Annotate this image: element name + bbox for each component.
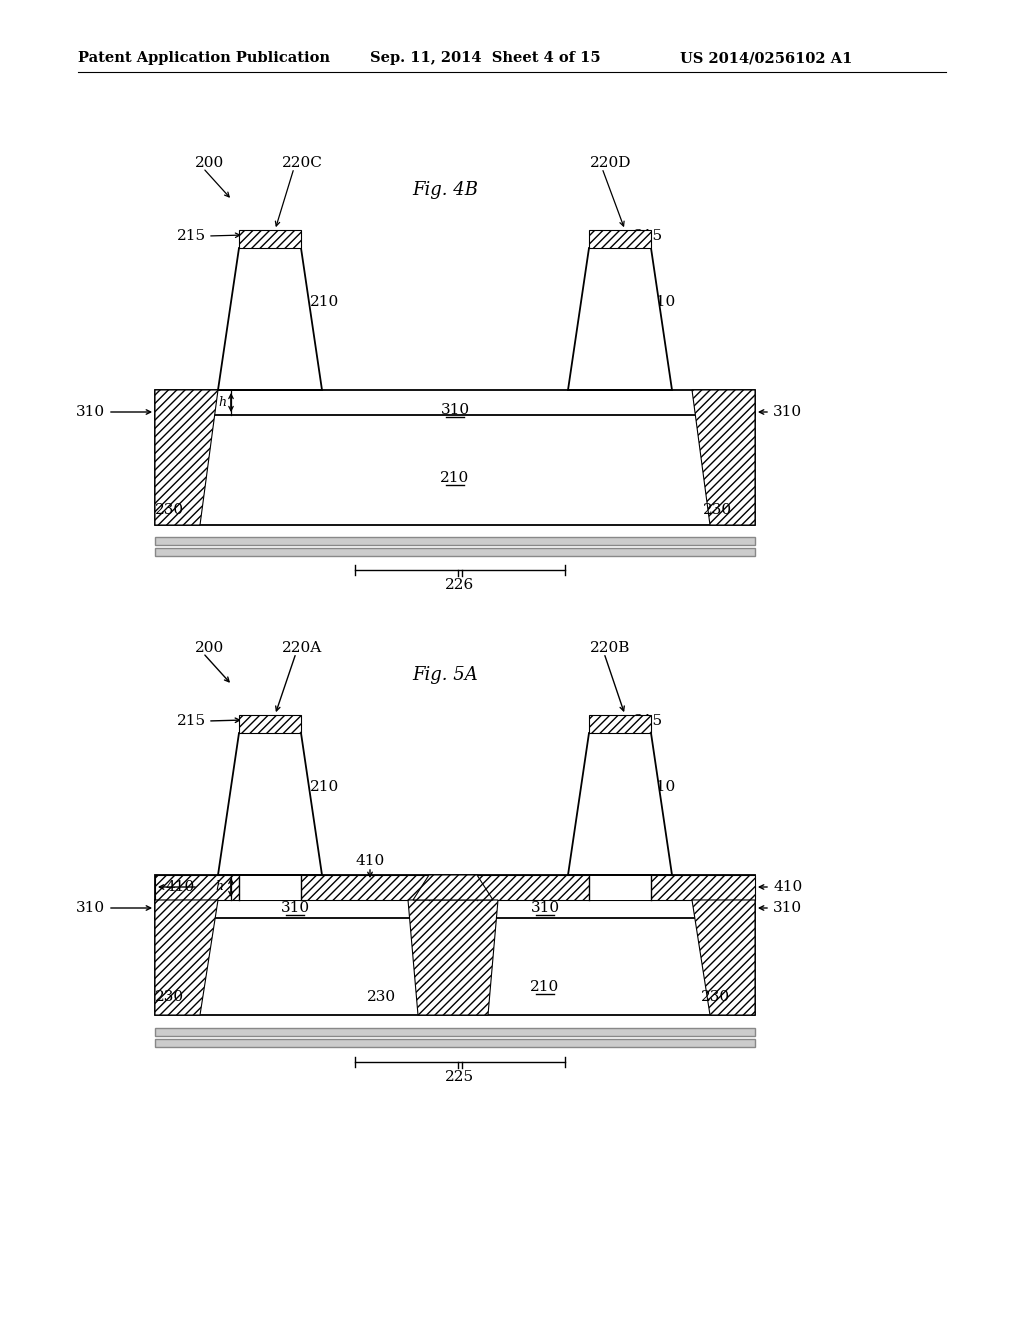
- Text: 230: 230: [700, 990, 729, 1005]
- Text: 215: 215: [177, 714, 206, 729]
- Text: Fig. 5A: Fig. 5A: [412, 667, 478, 684]
- Bar: [239, 875, 301, 900]
- Bar: [589, 715, 651, 733]
- Text: 410: 410: [773, 880, 802, 894]
- Polygon shape: [408, 900, 498, 1015]
- Text: 310: 310: [773, 405, 802, 418]
- Text: 310: 310: [440, 403, 470, 417]
- Bar: [155, 1028, 755, 1036]
- Bar: [589, 230, 651, 248]
- Bar: [239, 230, 301, 248]
- Text: 310: 310: [76, 405, 105, 418]
- Bar: [429, 875, 477, 900]
- Polygon shape: [692, 900, 755, 1015]
- Polygon shape: [568, 733, 672, 875]
- Text: 200: 200: [195, 156, 224, 170]
- Bar: [589, 875, 651, 900]
- Bar: [155, 875, 755, 1015]
- Text: 220D: 220D: [590, 156, 632, 170]
- Text: h: h: [218, 396, 226, 408]
- Text: 215: 215: [177, 228, 206, 243]
- Text: 210: 210: [647, 294, 676, 309]
- Text: Patent Application Publication: Patent Application Publication: [78, 51, 330, 65]
- Polygon shape: [568, 248, 672, 389]
- Text: 210: 210: [310, 780, 339, 795]
- Text: h: h: [215, 880, 223, 894]
- Bar: [239, 715, 301, 733]
- Polygon shape: [218, 733, 322, 875]
- Text: 220C: 220C: [282, 156, 323, 170]
- Text: 225: 225: [445, 1071, 474, 1084]
- Text: 210: 210: [530, 979, 560, 994]
- Polygon shape: [692, 389, 755, 525]
- Text: 226: 226: [445, 578, 475, 591]
- Text: 230: 230: [368, 990, 396, 1005]
- Text: 410: 410: [166, 880, 195, 894]
- Bar: [155, 875, 755, 900]
- Text: 210: 210: [440, 471, 470, 484]
- Text: 220B: 220B: [590, 642, 631, 655]
- Text: 230: 230: [703, 503, 732, 517]
- Polygon shape: [413, 875, 493, 900]
- Polygon shape: [155, 900, 218, 1015]
- Bar: [155, 1039, 755, 1047]
- Text: 310: 310: [281, 902, 309, 915]
- Text: 210: 210: [647, 780, 676, 795]
- Polygon shape: [218, 248, 322, 389]
- Text: 215: 215: [634, 714, 664, 729]
- Text: 230: 230: [156, 503, 184, 517]
- Text: Sep. 11, 2014  Sheet 4 of 15: Sep. 11, 2014 Sheet 4 of 15: [370, 51, 601, 65]
- Text: 215: 215: [634, 228, 664, 243]
- Text: 310: 310: [530, 902, 559, 915]
- Text: US 2014/0256102 A1: US 2014/0256102 A1: [680, 51, 852, 65]
- Text: 230: 230: [156, 990, 184, 1005]
- Text: 310: 310: [773, 902, 802, 915]
- Bar: [155, 548, 755, 556]
- Text: 410: 410: [355, 854, 385, 869]
- Text: Fig. 4B: Fig. 4B: [412, 181, 478, 199]
- Text: 310: 310: [76, 902, 105, 915]
- Bar: [155, 389, 755, 525]
- Text: 210: 210: [310, 294, 339, 309]
- Text: 220A: 220A: [282, 642, 323, 655]
- Text: 200: 200: [195, 642, 224, 655]
- Polygon shape: [155, 389, 218, 525]
- Bar: [155, 537, 755, 545]
